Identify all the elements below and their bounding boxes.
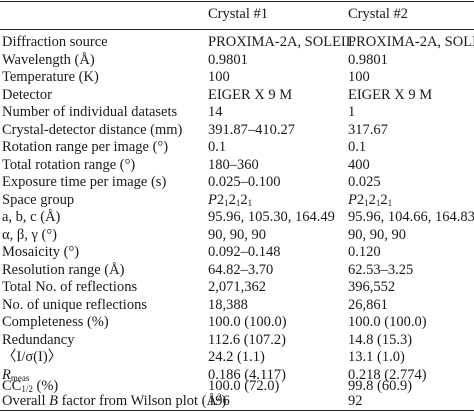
table-row: Crystal-detector distance (mm) 391.87–41…: [0, 122, 474, 140]
table-row: Rotation range per image (°) 0.1 0.1: [0, 139, 474, 157]
crystal-2-value: 92: [348, 392, 363, 409]
crystal-2-value: 62.53–3.25: [348, 261, 414, 278]
crystal-2-value: 100: [348, 69, 370, 85]
row-label: Redundancy: [2, 331, 75, 348]
top-rule: [0, 1, 474, 2]
table-row: Completeness (%) 100.0 (100.0) 100.0 (10…: [0, 314, 474, 332]
crystal-1-value: 0.9801: [208, 51, 248, 68]
crystal-1-value: 0.186 (4.117): [208, 366, 286, 383]
crystal-1-value: 112.6 (107.2): [208, 331, 286, 348]
row-label: α, β, γ (°): [2, 226, 57, 243]
crystal-1-value: EIGER X 9 M: [208, 86, 293, 103]
row-label: CC1/2 (%): [2, 378, 59, 394]
table-row: Temperature (K) 100 100: [0, 69, 474, 87]
crystal-2-value: 317.67: [348, 121, 388, 138]
crystal-2-value: 14.8 (15.3): [348, 331, 413, 348]
table-row: α, β, γ (°) 90, 90, 90 90, 90, 90: [0, 227, 474, 245]
crystal-1-value: 100.0 (100.0): [208, 314, 287, 330]
table-row: Redundancy 112.6 (107.2) 14.8 (15.3): [0, 332, 474, 350]
table-row: Rmeas 0.186 (4.117) 0.218 (2.774): [0, 367, 474, 385]
row-label: a, b, c (Å): [2, 209, 61, 225]
row-label: Number of individual datasets: [2, 104, 178, 120]
crystal-1-value: 2,071,362: [208, 279, 266, 295]
header-rule: [0, 29, 474, 30]
row-label: Overall B factor from Wilson plot (Å2): [2, 391, 227, 409]
crystal-2-value: 1: [348, 104, 356, 120]
row-label: No. of unique reflections: [2, 296, 147, 313]
table-row: Mosaicity (°) 0.092–0.148 0.120: [0, 244, 474, 262]
crystal-2-value: 100.0 (100.0): [348, 314, 427, 330]
crystal-2-value: 0.025: [348, 174, 381, 190]
crystal-2-value: 90, 90, 90: [348, 226, 406, 243]
table-row: Exposure time per image (s) 0.025–0.100 …: [0, 174, 474, 192]
crystal-2-value: EIGER X 9 M: [348, 86, 433, 103]
table-row: Overall B factor from Wilson plot (Å2) 1…: [0, 391, 474, 411]
row-label: Temperature (K): [2, 69, 99, 85]
crystal-2-value: 396,552: [348, 279, 396, 295]
crystal-1-value: 24.2 (1.1): [208, 349, 265, 365]
crystal-1-value: 196: [208, 392, 230, 409]
bottom-rule: [0, 410, 474, 411]
table-row: Wavelength (Å) 0.9801 0.9801: [0, 52, 474, 70]
crystal-2-value: 0.9801: [348, 51, 388, 68]
row-label: Space group: [2, 191, 75, 208]
crystal-1-value: 64.82–3.70: [208, 261, 274, 278]
crystal-1-value: 100.0 (72.0): [208, 378, 280, 394]
row-label: Exposure time per image (s): [2, 174, 167, 190]
row-label: Diffraction source: [2, 34, 108, 50]
row-label: Wavelength (Å): [2, 51, 95, 68]
crystal-1-value: 180–360: [208, 156, 259, 173]
crystal-1-value: 90, 90, 90: [208, 226, 266, 243]
crystal-1-value: 0.1: [208, 139, 227, 155]
crystal-1-value: 100: [208, 69, 230, 85]
table-row: Total No. of reflections 2,071,362 396,5…: [0, 279, 474, 297]
row-label: Detector: [2, 86, 52, 103]
row-label: Resolution range (Å): [2, 261, 125, 278]
row-label: Completeness (%): [2, 314, 109, 330]
table-row: 〈I/σ(I)〉 24.2 (1.1) 13.1 (1.0): [0, 349, 474, 367]
row-label: Mosaicity (°): [2, 244, 80, 260]
table-row: Space group P212121 P212121: [0, 192, 474, 210]
crystal-2-value: 0.1: [348, 139, 367, 155]
row-label: Crystal-detector distance (mm): [2, 121, 183, 138]
row-label: Total No. of reflections: [2, 279, 138, 295]
header-crystal-2: Crystal #2: [348, 6, 409, 22]
crystal-2-value: PROXIMA-2A, SOLEIL: [348, 34, 474, 50]
row-label: Total rotation range (°): [2, 156, 136, 173]
space-group-crystal-1: P212121: [208, 191, 253, 208]
header-crystal-1: Crystal #1: [208, 6, 269, 22]
crystal-2-value: 0.218 (2.774): [348, 366, 427, 383]
table-row: Total rotation range (°) 180–360 400: [0, 157, 474, 175]
space-group-crystal-2: P212121: [348, 191, 393, 208]
crystal-2-value: 26,861: [348, 296, 388, 313]
crystal-2-value: 99.8 (60.9): [348, 378, 413, 394]
crystal-1-value: 18,388: [208, 296, 248, 313]
table-row: Number of individual datasets 14 1: [0, 104, 474, 122]
table-row: CC1/2 (%) 100.0 (72.0) 99.8 (60.9): [0, 378, 474, 396]
crystal-1-value: PROXIMA-2A, SOLEIL: [208, 34, 355, 50]
crystal-2-value: 95.96, 104.66, 164.83: [348, 209, 474, 225]
crystal-1-value: 0.092–0.148: [208, 244, 281, 260]
row-label: 〈I/σ(I)〉: [2, 349, 63, 365]
crystal-1-value: 391.87–410.27: [208, 121, 295, 138]
table-row: No. of unique reflections 18,388 26,861: [0, 297, 474, 315]
table-row: Diffraction source PROXIMA-2A, SOLEIL PR…: [0, 34, 474, 52]
row-label: Rmeas: [2, 366, 30, 383]
row-label: Rotation range per image (°): [2, 139, 169, 155]
crystal-1-value: 14: [208, 104, 223, 120]
table-row: a, b, c (Å) 95.96, 105.30, 164.49 95.96,…: [0, 209, 474, 227]
crystal-2-value: 400: [348, 156, 370, 173]
crystal-1-value: 0.025–0.100: [208, 174, 281, 190]
crystal-2-value: 13.1 (1.0): [348, 349, 405, 365]
crystal-1-value: 95.96, 105.30, 164.49: [208, 209, 335, 225]
crystal-2-value: 0.120: [348, 244, 381, 260]
table-row: Resolution range (Å) 64.82–3.70 62.53–3.…: [0, 262, 474, 280]
table-row: Detector EIGER X 9 M EIGER X 9 M: [0, 87, 474, 105]
